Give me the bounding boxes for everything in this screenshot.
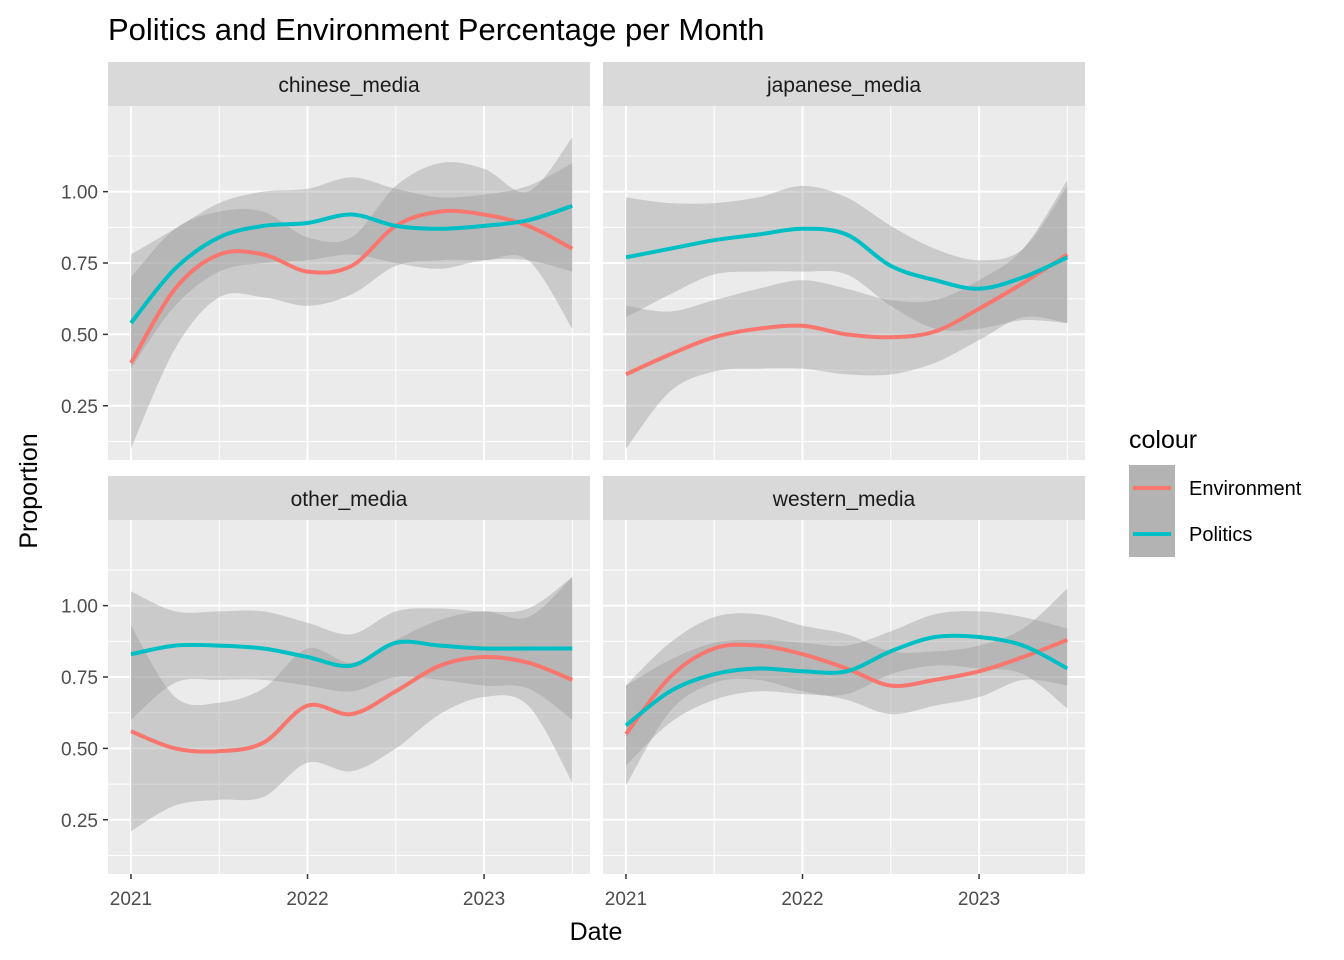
series-line-politics	[130, 639, 573, 669]
series-line-environment	[130, 654, 574, 754]
series-line-environment	[625, 252, 1069, 377]
confidence-band-environment	[626, 588, 1068, 786]
facet-strip	[108, 476, 590, 520]
facet-label: western_media	[772, 488, 916, 511]
facet-strip	[108, 62, 590, 106]
panels-layer: chinese_media 0.25 0.50 0.75 1.00 japanese_me…	[61, 62, 1085, 910]
legend-label-environment: Environment	[1189, 478, 1302, 500]
series-line-environment	[129, 208, 574, 364]
panel-background	[603, 520, 1085, 874]
confidence-band-environment	[131, 137, 573, 449]
y-tick-label: 0.25	[61, 397, 98, 418]
x-tick-label: 2023	[463, 889, 505, 910]
chart-title: Politics and Environment Percentage per …	[108, 12, 765, 47]
x-axis-title: Date	[570, 918, 623, 946]
x-tick-label: 2023	[958, 889, 1000, 910]
legend-title: colour	[1129, 426, 1197, 454]
confidence-band-politics	[131, 577, 573, 720]
confidence-band-environment	[626, 180, 1068, 449]
legend-label-politics: Politics	[1189, 524, 1252, 546]
series-line-politics	[625, 226, 1069, 291]
panel-background	[108, 520, 590, 874]
facet-label: other_media	[291, 488, 408, 511]
y-tick-label: 0.75	[61, 254, 98, 275]
facet-label: japanese_media	[766, 74, 921, 97]
series-line-politics	[129, 204, 573, 325]
y-axis-title: Proportion	[15, 433, 43, 548]
x-tick-label: 2022	[286, 889, 328, 910]
y-tick-label: 0.75	[61, 668, 98, 689]
y-tick-label: 1.00	[61, 183, 98, 204]
facet-strip	[603, 476, 1085, 520]
y-tick-label: 0.25	[61, 811, 98, 832]
facet-strip	[603, 62, 1085, 106]
confidence-band-politics	[131, 163, 573, 369]
x-tick-label: 2021	[110, 889, 152, 910]
x-tick-label: 2021	[605, 889, 647, 910]
series-line-politics	[624, 633, 1069, 728]
facet-label: chinese_media	[278, 74, 420, 97]
confidence-band-politics	[626, 185, 1068, 331]
y-tick-label: 0.50	[61, 739, 98, 760]
y-tick-label: 1.00	[61, 597, 98, 618]
series-line-environment	[624, 638, 1069, 736]
y-tick-label: 0.50	[61, 325, 98, 346]
confidence-band-environment	[131, 577, 573, 832]
legend: colour Environment Politics	[1129, 426, 1302, 557]
x-tick-label: 2022	[781, 889, 823, 910]
panel-background	[108, 106, 590, 460]
confidence-band-politics	[626, 611, 1068, 766]
